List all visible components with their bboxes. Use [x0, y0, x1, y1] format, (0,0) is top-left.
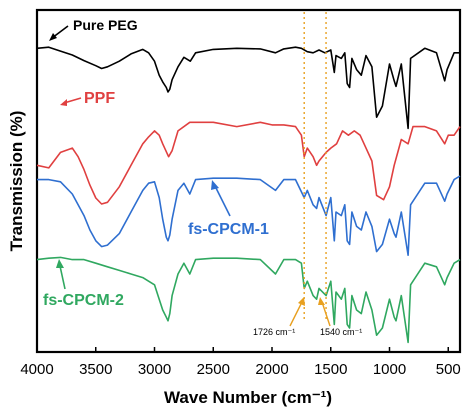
plot-frame	[35, 8, 462, 354]
arrowhead-fs-cpcm-1	[211, 180, 219, 190]
marker-group	[303, 12, 327, 320]
annotation-1540: 1540 cm⁻¹	[320, 327, 362, 337]
series-line-pure-peg	[36, 46, 460, 130]
x-tick-label-3000: 3000	[138, 361, 171, 378]
series-line-fs-cpcm-2	[36, 256, 461, 344]
x-tick-group: 4000 3500 3000 2500 2000 1500 1000 500	[20, 347, 461, 378]
label-pure-peg: Pure PEG	[73, 17, 138, 33]
x-tick-label-3500: 3500	[79, 361, 112, 378]
x-axis-label: Wave Number (cm⁻¹)	[164, 388, 332, 407]
x-tick-label-2500: 2500	[197, 361, 230, 378]
x-tick-label-2000: 2000	[255, 361, 288, 378]
annotation-1540-arrow	[321, 301, 331, 327]
arrowhead-fs-cpcm-2	[56, 259, 64, 268]
arrowhead-pure-peg	[49, 33, 57, 41]
annotation-1726-arrow	[289, 301, 303, 327]
y-axis-label: Transmission (%)	[7, 111, 26, 252]
annotation-1540-arrowhead	[318, 297, 325, 305]
arrow-fs-cpcm-2	[59, 265, 66, 290]
arrowhead-ppf	[60, 99, 67, 106]
x-tick-label-500: 500	[436, 361, 461, 378]
x-tick-label-1000: 1000	[373, 361, 406, 378]
label-fs-cpcm-1: fs-CPCM-1	[188, 221, 269, 238]
series-group	[36, 46, 461, 344]
label-fs-cpcm-2: fs-CPCM-2	[43, 292, 124, 309]
series-line-fs-cpcm-1	[37, 175, 461, 256]
annotation-1726: 1726 cm⁻¹	[253, 327, 295, 337]
x-tick-label-1500: 1500	[314, 361, 347, 378]
series-line-ppf	[36, 121, 461, 205]
annotation-1726-arrowhead	[298, 297, 305, 306]
x-tick-label-4000: 4000	[20, 361, 53, 378]
label-ppf: PPF	[84, 90, 115, 107]
arrow-fs-cpcm-1	[214, 185, 231, 217]
